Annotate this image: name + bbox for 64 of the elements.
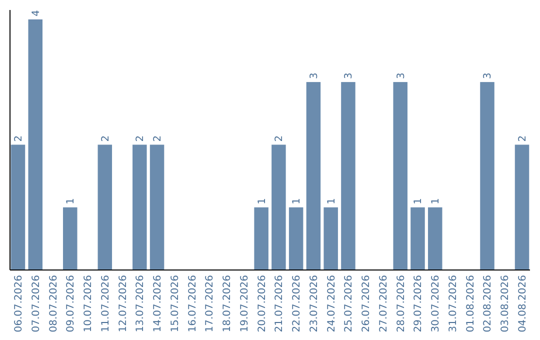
x-tick-label: 07.07.2026 — [30, 275, 42, 332]
bar — [272, 144, 286, 270]
data-label: 4 — [30, 10, 42, 16]
data-label: 3 — [396, 72, 407, 80]
bar — [254, 207, 268, 270]
x-tick-label: 16.07.2026 — [187, 275, 198, 332]
data-label: 1 — [66, 198, 77, 204]
x-tick-label: 06.07.2026 — [13, 275, 24, 332]
x-tick-label: 10.07.2026 — [83, 275, 94, 332]
data-label: 3 — [344, 72, 355, 80]
x-tick-label: 17.07.2026 — [204, 275, 216, 332]
x-tick-label: 19.07.2026 — [239, 275, 250, 332]
data-label: 1 — [256, 198, 268, 204]
bar — [428, 207, 442, 270]
x-tick-label: 04.08.2026 — [518, 275, 529, 332]
x-tick-label: 24.07.2026 — [326, 275, 338, 332]
bar — [10, 144, 26, 270]
data-label: 1 — [413, 198, 424, 204]
data-label: 2 — [518, 135, 529, 142]
bar — [150, 144, 164, 270]
bar — [306, 82, 321, 270]
bar — [393, 82, 408, 270]
x-tick-label: 08.07.2026 — [48, 275, 60, 332]
x-tick-label: 28.07.2026 — [396, 275, 407, 332]
bar — [410, 207, 425, 270]
bar — [514, 144, 530, 270]
x-tick-label: 25.07.2026 — [344, 275, 355, 332]
bar — [132, 144, 147, 270]
x-tick-label: 31.07.2026 — [448, 275, 459, 332]
x-tick-label: 29.07.2026 — [413, 275, 424, 332]
x-tick-label: 18.07.2026 — [222, 275, 234, 332]
bar — [288, 207, 304, 270]
data-label: 2 — [152, 135, 164, 142]
x-tick-label: 15.07.2026 — [170, 275, 181, 332]
data-label: 1 — [326, 198, 338, 204]
data-label: 1 — [292, 198, 303, 204]
x-tick-label: 01.08.2026 — [465, 275, 476, 332]
x-tick-label: 13.07.2026 — [135, 275, 146, 332]
x-tick-label: 09.07.2026 — [66, 275, 77, 332]
data-label: 2 — [100, 135, 112, 142]
data-label: 2 — [274, 135, 286, 142]
x-tick-label: 23.07.2026 — [308, 275, 320, 332]
bar — [63, 207, 78, 270]
data-label: 2 — [135, 135, 146, 142]
bar — [28, 19, 42, 270]
x-tick-label: 27.07.2026 — [378, 275, 390, 332]
data-label: 3 — [482, 72, 494, 80]
bar — [341, 82, 356, 270]
x-tick-label: 14.07.2026 — [152, 275, 164, 332]
x-tick-label: 26.07.2026 — [361, 275, 372, 332]
x-tick-label: 21.07.2026 — [274, 275, 286, 332]
x-tick-label: 22.07.2026 — [292, 275, 303, 332]
data-label: 2 — [13, 135, 24, 142]
x-tick-label: 02.08.2026 — [482, 275, 494, 332]
bar — [98, 144, 112, 270]
bar — [324, 207, 338, 270]
bar — [480, 82, 494, 270]
x-tick-label: 12.07.2026 — [118, 275, 129, 332]
x-tick-label: 11.07.2026 — [100, 275, 112, 332]
x-tick-label: 03.08.2026 — [500, 275, 512, 332]
x-tick-label: 30.07.2026 — [430, 275, 442, 332]
data-label: 3 — [308, 72, 320, 80]
x-tick-label: 20.07.2026 — [256, 275, 268, 332]
data-label: 1 — [430, 198, 442, 204]
